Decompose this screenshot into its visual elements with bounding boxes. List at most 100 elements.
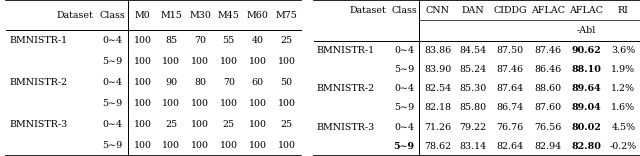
Text: BMNISTR-3: BMNISTR-3 <box>10 120 68 129</box>
Text: CNN: CNN <box>426 6 450 15</box>
Text: 82.94: 82.94 <box>534 142 562 151</box>
Text: 25: 25 <box>280 36 292 45</box>
Text: 83.86: 83.86 <box>424 46 451 55</box>
Text: 89.64: 89.64 <box>572 84 601 93</box>
Text: 25: 25 <box>223 120 235 129</box>
Text: 100: 100 <box>162 57 180 66</box>
Text: BMNISTR-2: BMNISTR-2 <box>10 78 67 87</box>
Text: 100: 100 <box>133 120 152 129</box>
Text: 100: 100 <box>277 99 296 108</box>
Text: 100: 100 <box>248 99 267 108</box>
Text: DAN: DAN <box>461 6 484 15</box>
Text: 100: 100 <box>248 57 267 66</box>
Text: 5∼9: 5∼9 <box>393 142 414 151</box>
Text: 87.46: 87.46 <box>534 46 562 55</box>
Text: 82.54: 82.54 <box>424 84 451 93</box>
Text: 82.80: 82.80 <box>572 142 601 151</box>
Text: M30: M30 <box>189 11 211 20</box>
Text: 82.18: 82.18 <box>424 103 451 112</box>
Text: 0∼4: 0∼4 <box>394 46 414 55</box>
Text: -Abl: -Abl <box>577 26 596 35</box>
Text: 0∼4: 0∼4 <box>394 123 414 132</box>
Text: 76.56: 76.56 <box>534 123 562 132</box>
Text: M0: M0 <box>134 11 150 20</box>
Text: 87.46: 87.46 <box>497 65 524 74</box>
Text: 100: 100 <box>162 141 180 150</box>
Text: 90: 90 <box>165 78 177 87</box>
Text: Dataset: Dataset <box>350 6 387 15</box>
Text: 86.46: 86.46 <box>534 65 562 74</box>
Text: 87.50: 87.50 <box>497 46 524 55</box>
Text: 0∼4: 0∼4 <box>102 36 122 45</box>
Text: 87.64: 87.64 <box>497 84 524 93</box>
Text: 5∼9: 5∼9 <box>394 103 414 112</box>
Text: AFLAC: AFLAC <box>531 6 565 15</box>
Text: 71.26: 71.26 <box>424 123 451 132</box>
Text: Class: Class <box>99 11 125 20</box>
Text: 3.6%: 3.6% <box>611 46 636 55</box>
Text: 100: 100 <box>191 57 209 66</box>
Text: 5∼9: 5∼9 <box>394 65 414 74</box>
Text: 85.30: 85.30 <box>460 84 486 93</box>
Text: 100: 100 <box>133 57 152 66</box>
Text: 1.9%: 1.9% <box>611 65 636 74</box>
Text: 89.04: 89.04 <box>572 103 601 112</box>
Text: BMNISTR-2: BMNISTR-2 <box>317 84 375 93</box>
Text: 100: 100 <box>133 78 152 87</box>
Text: 85.80: 85.80 <box>460 103 486 112</box>
Text: Class: Class <box>392 6 417 15</box>
Text: 85: 85 <box>165 36 177 45</box>
Text: 0∼4: 0∼4 <box>102 120 122 129</box>
Text: 100: 100 <box>162 99 180 108</box>
Text: 100: 100 <box>133 99 152 108</box>
Text: 100: 100 <box>248 120 267 129</box>
Text: 25: 25 <box>165 120 177 129</box>
Text: 70: 70 <box>194 36 206 45</box>
Text: 40: 40 <box>252 36 264 45</box>
Text: 100: 100 <box>277 57 296 66</box>
Text: 84.54: 84.54 <box>460 46 486 55</box>
Text: 5∼9: 5∼9 <box>102 141 122 150</box>
Text: 100: 100 <box>191 141 209 150</box>
Text: 85.24: 85.24 <box>460 65 486 74</box>
Text: 1.2%: 1.2% <box>611 84 636 93</box>
Text: 1.6%: 1.6% <box>611 103 636 112</box>
Text: BMNISTR-1: BMNISTR-1 <box>10 36 67 45</box>
Text: 70: 70 <box>223 78 235 87</box>
Text: M60: M60 <box>246 11 269 20</box>
Text: 78.62: 78.62 <box>424 142 451 151</box>
Text: 55: 55 <box>223 36 235 45</box>
Text: -0.2%: -0.2% <box>610 142 637 151</box>
Text: 90.62: 90.62 <box>572 46 601 55</box>
Text: 100: 100 <box>220 99 238 108</box>
Text: 88.60: 88.60 <box>534 84 562 93</box>
Text: BMNISTR-3: BMNISTR-3 <box>317 123 375 132</box>
Text: 86.74: 86.74 <box>497 103 524 112</box>
Text: 100: 100 <box>277 141 296 150</box>
Text: 83.90: 83.90 <box>424 65 451 74</box>
Text: RI: RI <box>618 6 629 15</box>
Text: AFLAC: AFLAC <box>569 6 604 15</box>
Text: 25: 25 <box>280 120 292 129</box>
Text: 100: 100 <box>133 141 152 150</box>
Text: M45: M45 <box>218 11 240 20</box>
Text: 4.5%: 4.5% <box>611 123 636 132</box>
Text: 50: 50 <box>280 78 292 87</box>
Text: 80.02: 80.02 <box>572 123 601 132</box>
Text: 83.14: 83.14 <box>460 142 486 151</box>
Text: 80: 80 <box>194 78 206 87</box>
Text: 60: 60 <box>252 78 264 87</box>
Text: Dataset: Dataset <box>56 11 93 20</box>
Text: 5∼9: 5∼9 <box>102 99 122 108</box>
Text: 87.60: 87.60 <box>534 103 562 112</box>
Text: CIDDG: CIDDG <box>493 6 527 15</box>
Text: 100: 100 <box>220 141 238 150</box>
Text: M15: M15 <box>160 11 182 20</box>
Text: 82.64: 82.64 <box>497 142 524 151</box>
Text: BMNISTR-1: BMNISTR-1 <box>317 46 375 55</box>
Text: 88.10: 88.10 <box>572 65 601 74</box>
Text: 79.22: 79.22 <box>460 123 486 132</box>
Text: 76.76: 76.76 <box>497 123 524 132</box>
Text: 0∼4: 0∼4 <box>102 78 122 87</box>
Text: M75: M75 <box>275 11 298 20</box>
